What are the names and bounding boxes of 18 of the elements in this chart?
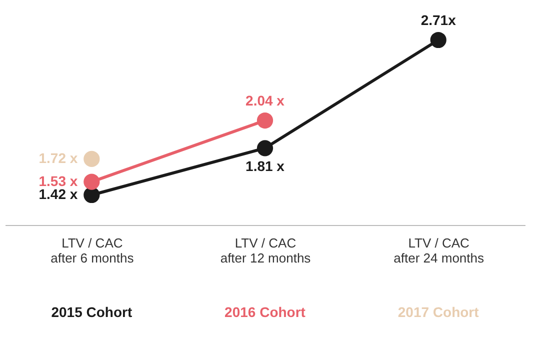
x-tick-label: LTV / CAC after 24 months bbox=[394, 236, 484, 266]
data-label: 2.71x bbox=[420, 12, 456, 28]
point bbox=[430, 32, 446, 48]
data-label: 1.42 x bbox=[38, 186, 78, 202]
point bbox=[84, 174, 100, 190]
point bbox=[84, 186, 100, 204]
text: 2016 Cohort bbox=[224, 304, 306, 320]
x-tick-label: LTV / CAC after 12 months bbox=[220, 236, 312, 266]
data-label: 2.04 x bbox=[246, 92, 285, 109]
data-label: 1.81 x bbox=[246, 158, 285, 174]
data-label: 1.72 x bbox=[38, 150, 78, 166]
point bbox=[256, 140, 274, 156]
x-tick-label: LTV / CAC after 6 months bbox=[50, 236, 134, 266]
point bbox=[256, 112, 274, 129]
text: 2015 Cohort bbox=[51, 304, 132, 320]
point bbox=[84, 150, 100, 167]
data-label: 1.53 x bbox=[38, 172, 78, 189]
text: 2017 Cohort bbox=[398, 304, 480, 320]
